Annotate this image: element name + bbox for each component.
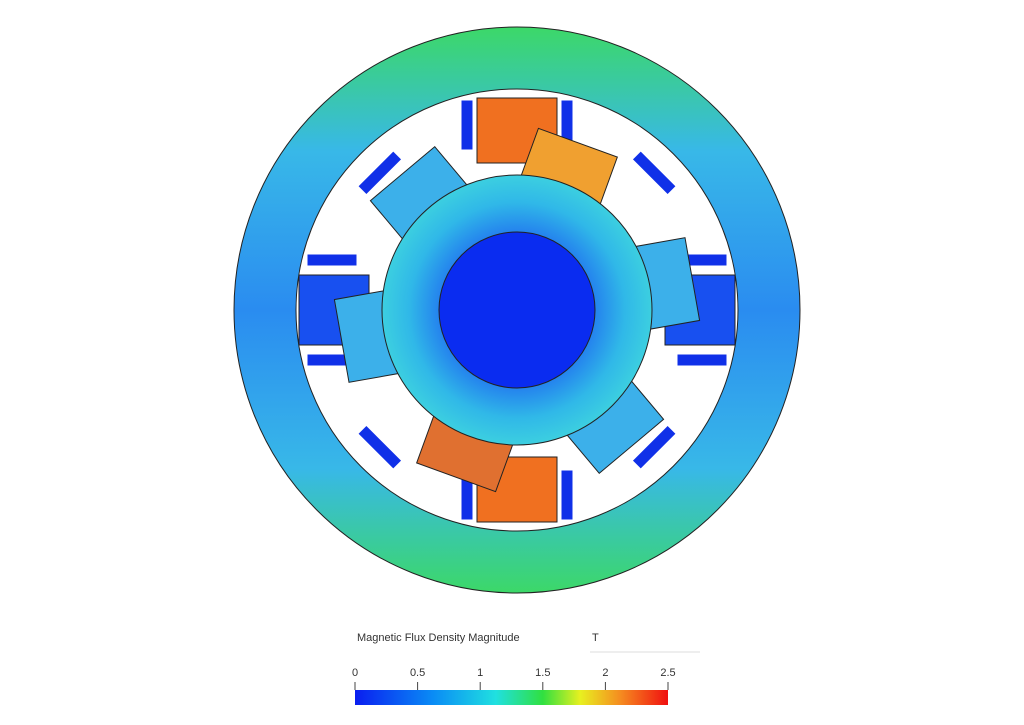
- legend-unit: T: [592, 632, 599, 644]
- colorbar-tick-label: 0: [352, 667, 358, 679]
- colorbar: [355, 690, 668, 705]
- colorbar-tick-label: 2: [602, 667, 608, 679]
- colorbar-tick-label: 2.5: [660, 667, 675, 679]
- colorbar-tick-label: 1.5: [535, 667, 550, 679]
- motor-field-plot: [233, 26, 801, 594]
- legend-title: Magnetic Flux Density Magnitude: [357, 632, 520, 644]
- colorbar-tick-label: 1: [477, 667, 483, 679]
- colorbar-tick-label: 0.5: [410, 667, 425, 679]
